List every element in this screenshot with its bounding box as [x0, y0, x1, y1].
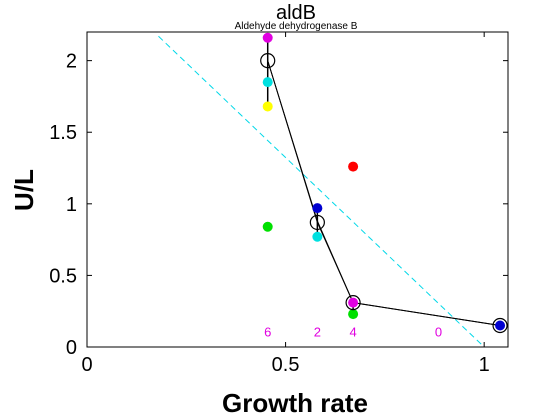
y-tick-label: 0.5	[49, 265, 77, 287]
y-tick-label: 1.5	[49, 122, 77, 144]
plot-frame	[86, 31, 509, 348]
chart-title-group: aldB Aldehyde dehydrogenase B	[235, 2, 358, 32]
data-point	[312, 231, 323, 242]
chart-title: aldB	[276, 2, 316, 24]
data-point	[348, 297, 359, 308]
x-tick-label: 1	[479, 354, 490, 376]
y-axis-label: U/L	[9, 169, 39, 211]
data-point	[262, 77, 273, 88]
data-point	[312, 203, 323, 214]
mean-marker	[309, 214, 325, 231]
error-bar	[265, 37, 270, 107]
y-tick-label: 2	[66, 51, 77, 73]
count-annotation: 6	[264, 325, 271, 340]
mean-line-layer	[267, 60, 501, 327]
data-point	[495, 320, 506, 331]
mean-marker	[260, 53, 276, 69]
count-annotation: 0	[435, 325, 442, 340]
count-annotations-layer: 6 2 4 0	[264, 325, 442, 340]
data-points-layer	[262, 32, 506, 331]
mean-line-secondary	[267, 60, 501, 327]
y-axis: 0 0.5 1 1.5 2	[49, 51, 508, 359]
mean-line	[267, 60, 501, 327]
data-point	[348, 161, 359, 172]
fit-line-layer	[158, 35, 485, 347]
fit-line	[158, 35, 485, 347]
mean-marker	[492, 317, 508, 334]
chart-subtitle: Aldehyde dehydrogenase B	[235, 21, 358, 32]
x-axis: 0 0.5 1	[81, 32, 490, 376]
x-axis-label: Growth rate	[222, 388, 368, 418]
count-annotation: 4	[349, 325, 356, 340]
data-point	[262, 101, 273, 112]
data-point	[262, 32, 273, 43]
data-point	[348, 309, 359, 320]
mean-marker	[345, 295, 361, 311]
count-annotation: 2	[314, 325, 321, 340]
y-tick-label: 0	[66, 337, 77, 359]
x-tick-label: 0.5	[272, 354, 300, 376]
error-bar-layer	[265, 37, 503, 328]
x-tick-label: 0	[81, 354, 92, 376]
y-tick-label: 1	[66, 194, 77, 216]
plot-area: 6 2 4 0	[86, 31, 509, 348]
data-point	[262, 221, 273, 232]
mean-circles-layer	[260, 53, 508, 334]
